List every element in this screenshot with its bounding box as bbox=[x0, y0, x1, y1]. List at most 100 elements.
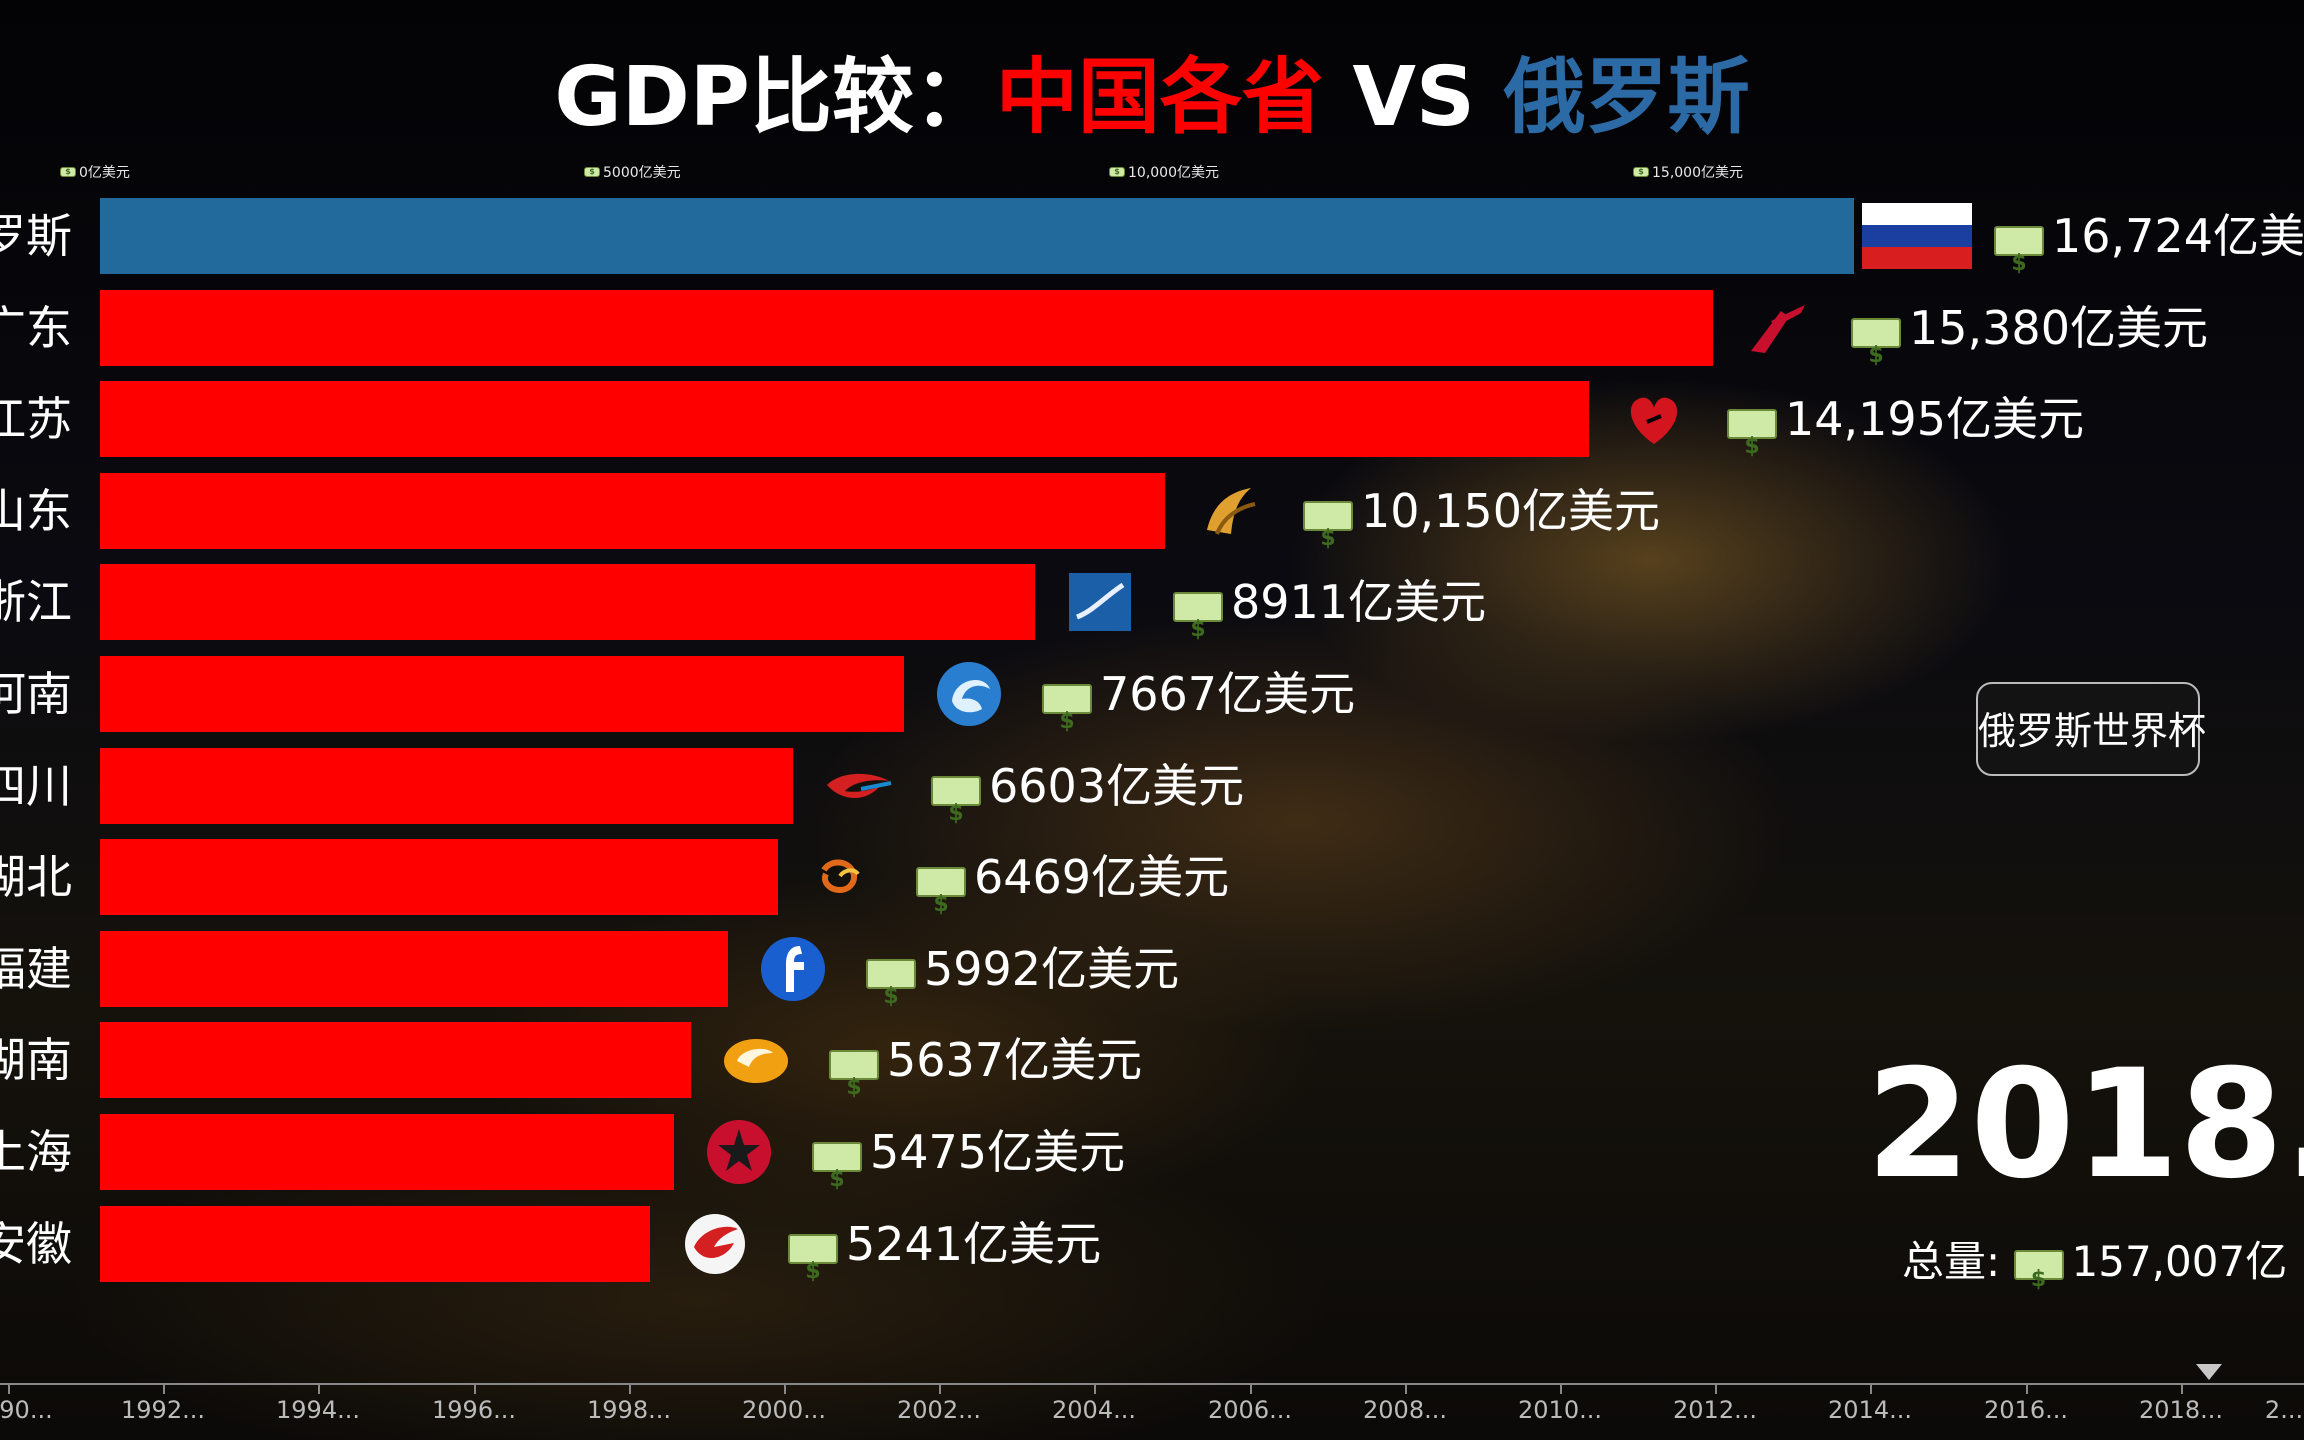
money-icon bbox=[1303, 501, 1353, 577]
russia-world-cup-button[interactable]: 俄罗斯世界杯 bbox=[1976, 682, 2206, 776]
timeline-tick bbox=[474, 1384, 476, 1394]
value-label: 15,380亿美元 bbox=[1851, 290, 2208, 394]
bar bbox=[100, 748, 793, 824]
timeline-tick bbox=[163, 1384, 165, 1394]
money-icon bbox=[1851, 318, 1901, 394]
zhejiang-tv-logo-icon bbox=[1063, 565, 1137, 639]
total-value: 157,007亿 bbox=[2071, 1237, 2288, 1286]
value-label: 5241亿美元 bbox=[788, 1206, 1101, 1310]
timeline-year-label[interactable]: 1994... bbox=[276, 1396, 360, 1424]
timeline-year-label[interactable]: 1992... bbox=[121, 1396, 205, 1424]
hunan-tv-logo-icon bbox=[719, 1023, 793, 1097]
anhui-tv-logo-icon bbox=[678, 1207, 752, 1281]
value-text: 6469亿美元 bbox=[974, 850, 1230, 904]
title-part-vs: VS bbox=[1352, 50, 1475, 145]
money-icon bbox=[1042, 684, 1092, 760]
bar bbox=[100, 1022, 691, 1098]
timeline-tick bbox=[8, 1384, 10, 1394]
hubei-tv-logo-icon bbox=[806, 840, 880, 914]
money-icon bbox=[916, 867, 966, 943]
value-label: 10,150亿美元 bbox=[1303, 473, 1660, 577]
bar bbox=[100, 564, 1035, 640]
money-icon bbox=[1633, 167, 1649, 177]
timeline-year-label[interactable]: 1996... bbox=[432, 1396, 516, 1424]
timeline-year-label[interactable]: 2006... bbox=[1208, 1396, 1292, 1424]
category-label: 福建 bbox=[0, 942, 72, 996]
sichuan-tv-logo-icon bbox=[821, 749, 895, 823]
bar bbox=[100, 656, 904, 732]
title-part-russia: 俄罗斯 bbox=[1503, 50, 1750, 145]
shandong-tv-logo-icon bbox=[1193, 474, 1267, 548]
money-icon bbox=[1109, 167, 1125, 177]
value-text: 7667亿美元 bbox=[1100, 667, 1356, 721]
timeline-year-label[interactable]: 2000... bbox=[742, 1396, 826, 1424]
timeline-year-label[interactable]: 2002... bbox=[897, 1396, 981, 1424]
guangdong-tv-logo-icon bbox=[1741, 291, 1815, 365]
timeline-tick bbox=[939, 1384, 941, 1394]
timeline-tick bbox=[1870, 1384, 1872, 1394]
category-label: 湖北 bbox=[0, 850, 72, 904]
timeline-tick bbox=[629, 1384, 631, 1394]
money-icon bbox=[931, 776, 981, 852]
value-label: 6469亿美元 bbox=[916, 839, 1230, 943]
value-text: 5475亿美元 bbox=[870, 1125, 1126, 1179]
value-text: 6603亿美元 bbox=[989, 759, 1245, 813]
timeline-year-label[interactable]: 2010... bbox=[1518, 1396, 1602, 1424]
category-label: 浙江 bbox=[0, 575, 72, 629]
total-label: 总量: bbox=[1902, 1237, 2001, 1286]
value-text: 5637亿美元 bbox=[887, 1033, 1143, 1087]
timeline-year-label[interactable]: 90... bbox=[0, 1396, 53, 1424]
title-part-china: 中国各省 bbox=[995, 50, 1324, 145]
timeline-year-label[interactable]: 2... bbox=[2264, 1396, 2304, 1424]
bar bbox=[100, 290, 1713, 366]
timeline-year-label[interactable]: 2008... bbox=[1363, 1396, 1447, 1424]
value-label: 16,724亿美元 bbox=[1994, 198, 2304, 302]
money-icon bbox=[1994, 226, 2044, 302]
money-icon bbox=[812, 1142, 862, 1218]
timeline-tick bbox=[1560, 1384, 1562, 1394]
value-text: 10,150亿美元 bbox=[1361, 484, 1660, 538]
value-label: 14,195亿美元 bbox=[1727, 381, 2084, 485]
bar bbox=[100, 1206, 650, 1282]
timeline-tick bbox=[1094, 1384, 1096, 1394]
year-display: 2018. bbox=[1866, 1045, 2304, 1205]
value-text: 14,195亿美元 bbox=[1785, 392, 2084, 446]
value-label: 7667亿美元 bbox=[1042, 656, 1356, 760]
category-label: 广东 bbox=[0, 301, 72, 355]
timeline-year-label[interactable]: 2014... bbox=[1828, 1396, 1912, 1424]
top-axis-tick: 5000亿美元 bbox=[584, 162, 681, 182]
timeline-tick bbox=[1250, 1384, 1252, 1394]
shanghai-tv-logo-icon bbox=[702, 1115, 776, 1189]
timeline-year-label[interactable]: 1998... bbox=[587, 1396, 671, 1424]
money-icon bbox=[866, 959, 916, 1035]
value-text: 8911亿美元 bbox=[1231, 575, 1487, 629]
category-label: 山东 bbox=[0, 484, 72, 538]
value-text: 15,380亿美元 bbox=[1909, 301, 2208, 355]
bar bbox=[100, 473, 1165, 549]
category-label: 四川 bbox=[0, 759, 72, 813]
henan-tv-logo-icon bbox=[932, 657, 1006, 731]
jiangsu-tv-logo-icon bbox=[1617, 382, 1691, 456]
category-label: 湖南 bbox=[0, 1033, 72, 1087]
timeline-year-label[interactable]: 2018... bbox=[2139, 1396, 2223, 1424]
timeline-position-marker[interactable] bbox=[2196, 1364, 2222, 1380]
category-label: 上海 bbox=[0, 1125, 72, 1179]
top-axis-tick: 0亿美元 bbox=[60, 162, 130, 182]
money-icon bbox=[788, 1234, 838, 1310]
timeline-year-label[interactable]: 2004... bbox=[1052, 1396, 1136, 1424]
timeline-track[interactable] bbox=[0, 1383, 2304, 1385]
timeline-tick bbox=[1405, 1384, 1407, 1394]
fujian-tv-logo-icon bbox=[756, 932, 830, 1006]
bar bbox=[100, 931, 728, 1007]
money-icon bbox=[60, 167, 76, 177]
timeline-year-label[interactable]: 2012... bbox=[1673, 1396, 1757, 1424]
value-text: 16,724亿美元 bbox=[2052, 209, 2304, 263]
timeline-year-label[interactable]: 2016... bbox=[1984, 1396, 2068, 1424]
bar bbox=[100, 1114, 674, 1190]
top-axis-tick: 15,000亿美元 bbox=[1633, 162, 1743, 182]
value-label: 8911亿美元 bbox=[1173, 564, 1487, 668]
value-label: 5992亿美元 bbox=[866, 931, 1179, 1035]
value-label: 5637亿美元 bbox=[829, 1022, 1143, 1126]
money-icon bbox=[829, 1050, 879, 1126]
category-label: 安徽 bbox=[0, 1217, 72, 1271]
